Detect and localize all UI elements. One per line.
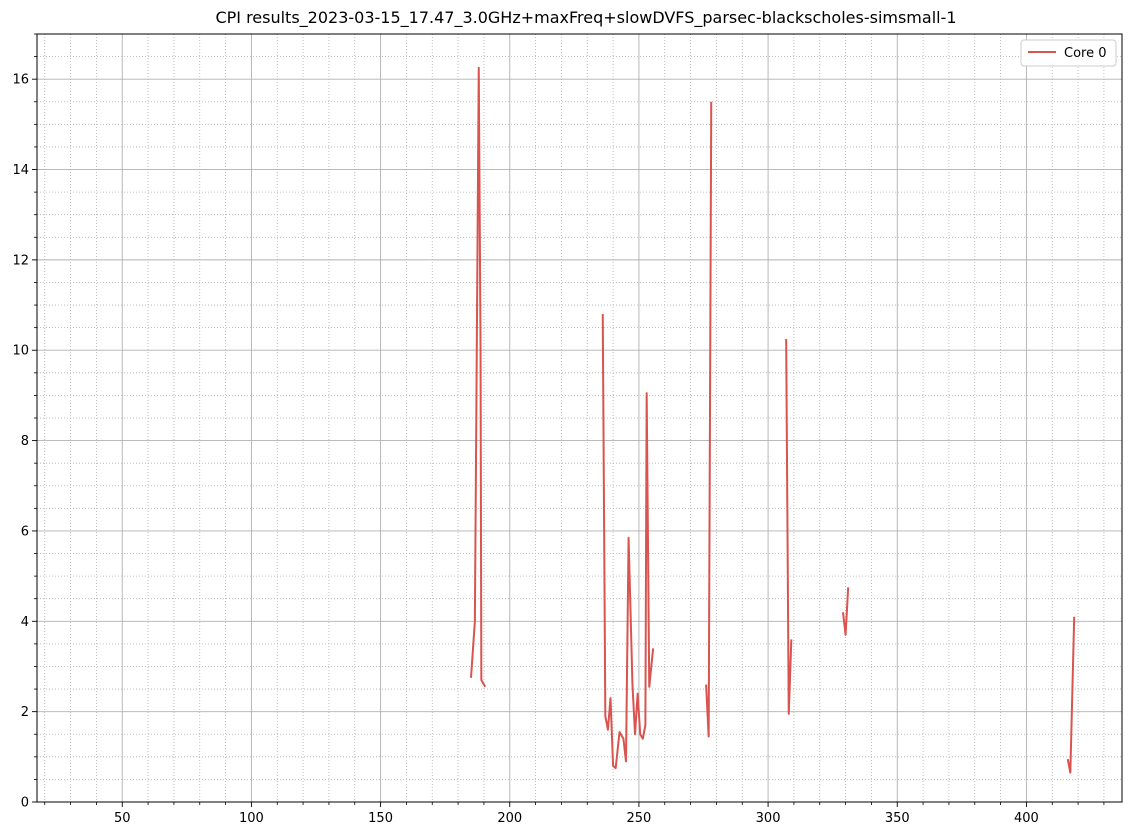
y-tick-label: 4	[21, 615, 29, 630]
series-line-core-0-segment-4	[785, 338, 793, 715]
x-tick-label: 400	[1014, 811, 1039, 826]
y-tick-label: 14	[12, 163, 29, 178]
y-tick-label: 16	[12, 73, 29, 88]
x-tick-label: 350	[885, 811, 910, 826]
y-tick-label: 2	[21, 705, 29, 720]
x-tick-label: 50	[114, 811, 131, 826]
plot-frame	[36, 33, 1123, 803]
legend-label-core-0: Core 0	[1064, 46, 1107, 61]
y-tick-label: 6	[21, 524, 29, 539]
chart-title: CPI results_2023-03-15_17.47_3.0GHz+maxF…	[215, 8, 956, 28]
y-tick-label: 10	[12, 344, 29, 359]
legend-box	[1020, 39, 1117, 67]
axes: 50 100 150 200 250 300 350 400 0 2 4 6 8 10 12 14 16	[12, 33, 1123, 826]
major-grid	[37, 34, 1122, 803]
series-line-core-0-segment-6	[1066, 616, 1076, 774]
series-line-core-0-segment-2	[601, 314, 655, 770]
series-line-core-0-segment-5	[842, 587, 850, 636]
x-tick-label: 150	[368, 811, 393, 826]
y-tick-label: 0	[21, 796, 29, 811]
x-tick-label: 200	[497, 811, 522, 826]
minor-grid	[37, 33, 1122, 802]
series-line-core-0-segment-3	[705, 101, 713, 738]
y-tick-label: 12	[12, 253, 29, 268]
y-tick-label: 8	[21, 434, 29, 449]
series-layer	[470, 66, 1076, 774]
x-tick-label: 100	[239, 811, 264, 826]
x-tick-label: 250	[627, 811, 652, 826]
legend: Core 0	[1020, 39, 1117, 67]
x-tick-label: 300	[756, 811, 781, 826]
series-line-core-0-segment-1	[470, 66, 487, 688]
